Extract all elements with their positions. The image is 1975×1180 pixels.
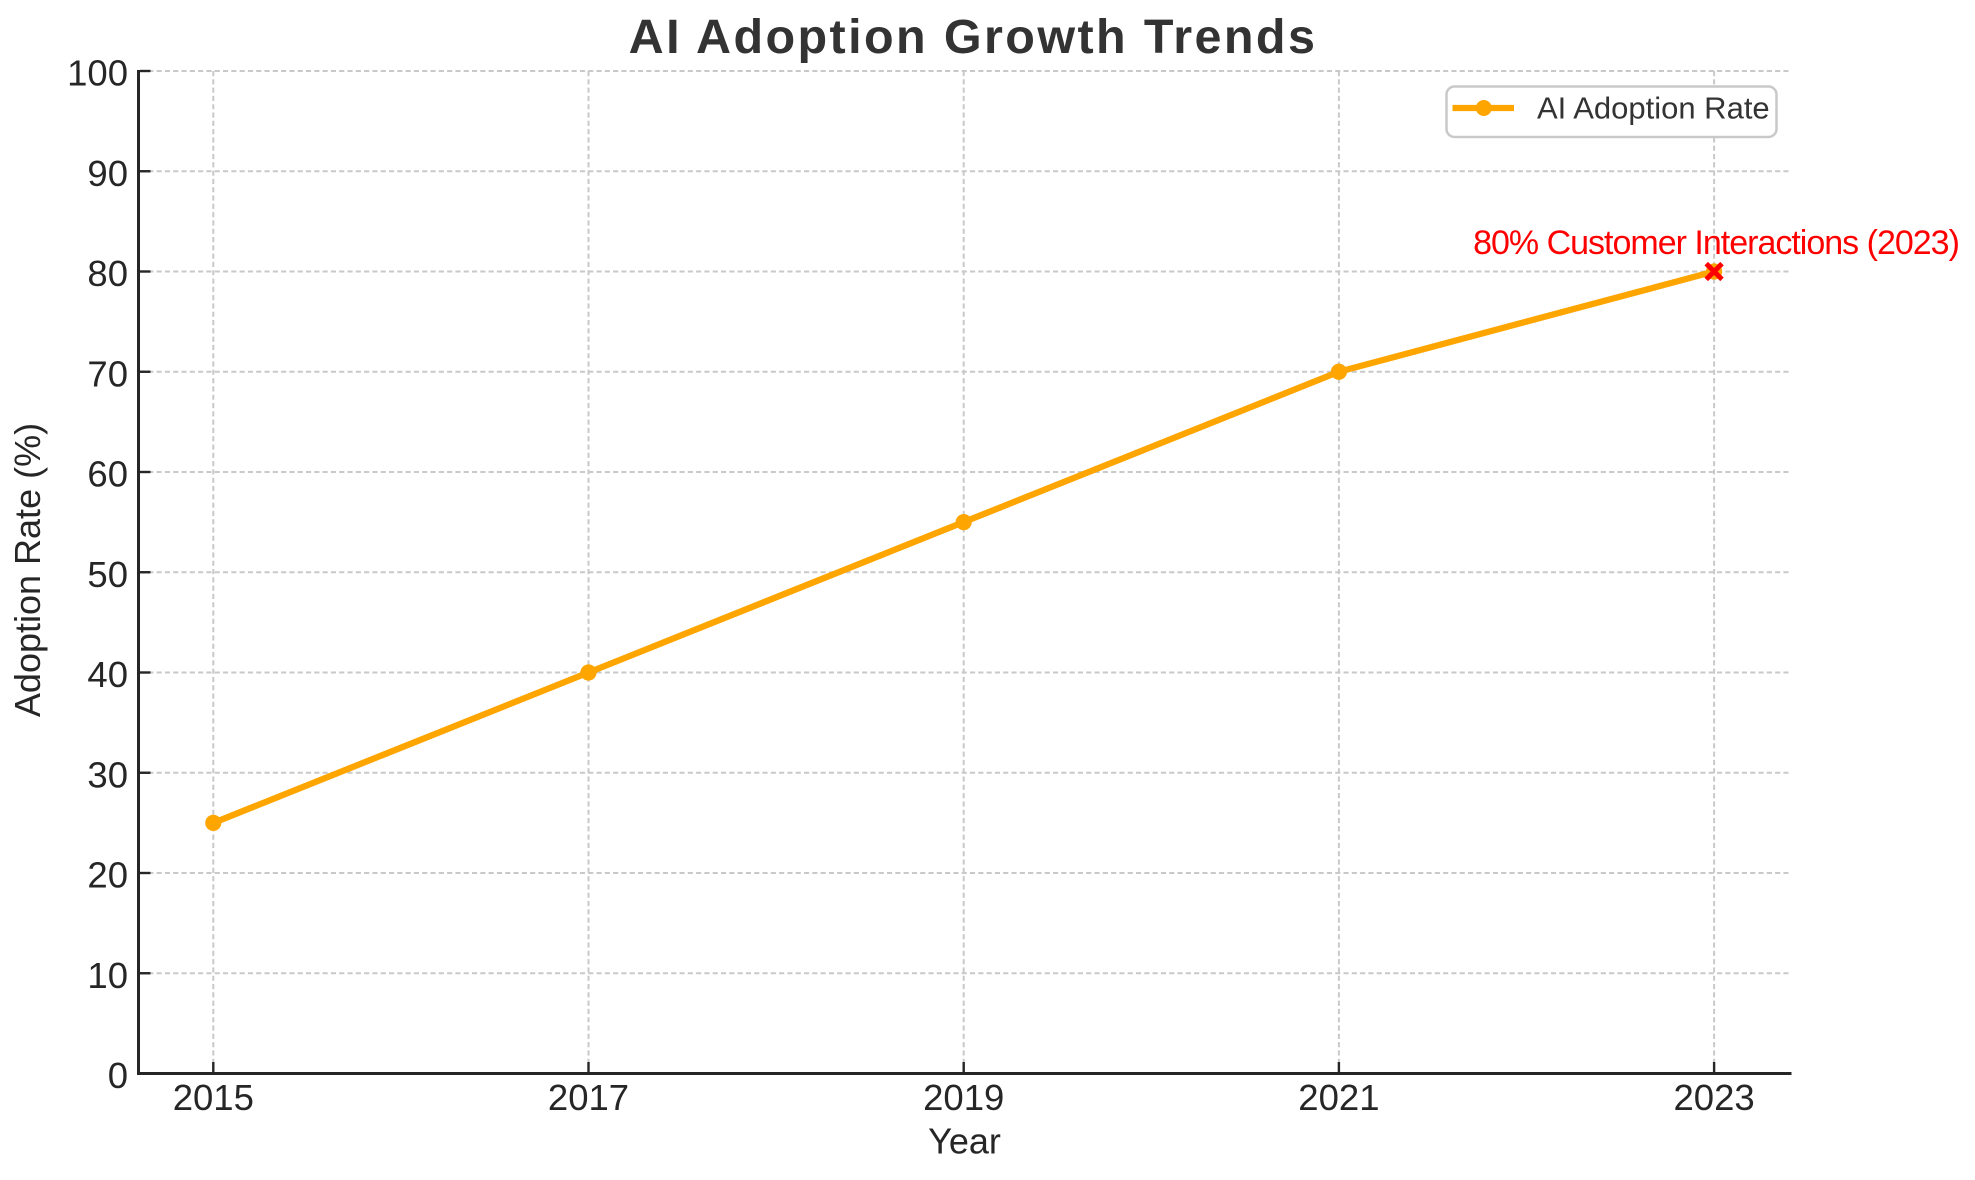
svg-text:80% Customer Interactions (202: 80% Customer Interactions (2023) <box>1473 224 1959 262</box>
svg-text:Year: Year <box>928 1121 1001 1162</box>
svg-text:90: 90 <box>87 153 128 194</box>
svg-text:80: 80 <box>87 253 128 294</box>
svg-text:2017: 2017 <box>548 1077 629 1118</box>
svg-text:40: 40 <box>87 654 128 695</box>
svg-text:50: 50 <box>87 554 128 595</box>
svg-text:70: 70 <box>87 353 128 394</box>
svg-text:AI Adoption Growth Trends: AI Adoption Growth Trends <box>629 10 1318 64</box>
svg-text:2023: 2023 <box>1673 1077 1754 1118</box>
svg-text:30: 30 <box>87 754 128 795</box>
svg-text:2019: 2019 <box>923 1077 1004 1118</box>
svg-text:0: 0 <box>108 1055 128 1096</box>
svg-text:100: 100 <box>67 53 128 94</box>
svg-text:Adoption Rate (%): Adoption Rate (%) <box>7 423 48 717</box>
svg-text:AI Adoption Rate: AI Adoption Rate <box>1537 91 1770 126</box>
svg-text:2021: 2021 <box>1298 1077 1379 1118</box>
svg-text:10: 10 <box>87 955 128 996</box>
svg-text:2015: 2015 <box>173 1077 254 1118</box>
svg-text:60: 60 <box>87 454 128 495</box>
svg-text:20: 20 <box>87 855 128 896</box>
